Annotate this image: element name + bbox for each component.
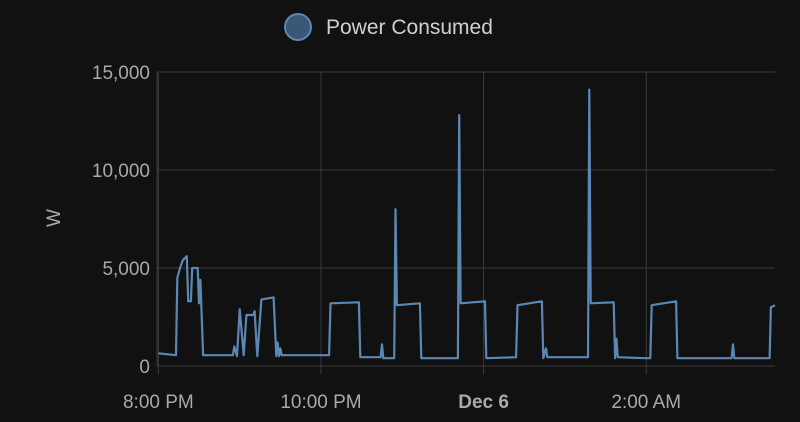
x-axis-ticks: 8:00 PM 10:00 PM Dec 6 2:00 AM [123,392,681,413]
y-tick-label: 10,000 [92,161,150,182]
x-tick-label: 10:00 PM [280,392,361,413]
y-tick-label: 15,000 [92,63,150,84]
chart-legend[interactable]: Power Consumed [284,13,493,41]
x-tick-label: 2:00 AM [611,392,681,413]
legend-marker-power-consumed [284,13,312,41]
chart-grid [156,71,775,374]
legend-label-power-consumed: Power Consumed [326,16,493,39]
y-axis-ticks: 0 5,000 10,000 15,000 [92,63,150,378]
x-tick-label: Dec 6 [458,392,509,413]
y-tick-label: 0 [139,357,150,378]
y-axis-label: W [44,209,65,227]
series-layer [158,88,776,360]
x-tick-label: 8:00 PM [123,392,194,413]
series-line-power-consumed [158,88,776,360]
y-tick-label: 5,000 [102,259,150,280]
